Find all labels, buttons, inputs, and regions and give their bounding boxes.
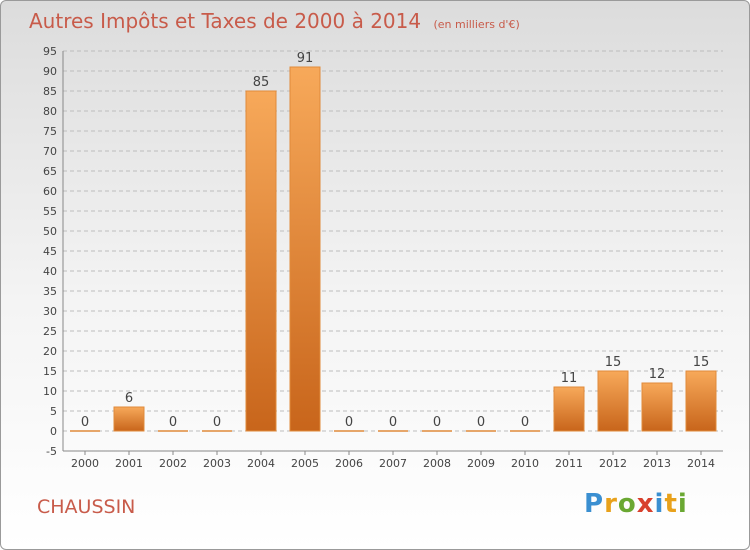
data-label: 0 <box>389 415 397 430</box>
x-tick-label: 2007 <box>379 457 407 470</box>
x-tick-label: 2001 <box>115 457 143 470</box>
y-tick-label: 80 <box>43 105 57 118</box>
x-tick-label: 2002 <box>159 457 187 470</box>
chart-title: Autres Impôts et Taxes de 2000 à 2014 (e… <box>29 9 520 33</box>
y-tick-label: 55 <box>43 205 57 218</box>
data-label: 0 <box>213 415 221 430</box>
y-tick-label: 95 <box>43 45 57 58</box>
bar <box>685 370 717 432</box>
bar <box>553 386 585 432</box>
x-tick-label: 2011 <box>555 457 583 470</box>
data-label: 6 <box>125 391 133 406</box>
y-tick-label: 10 <box>43 385 57 398</box>
data-label: 0 <box>521 415 529 430</box>
x-tick-label: 2005 <box>291 457 319 470</box>
data-label: 0 <box>169 415 177 430</box>
data-label: 0 <box>345 415 353 430</box>
data-label: 0 <box>477 415 485 430</box>
bar <box>597 370 629 432</box>
y-tick-label: 70 <box>43 145 57 158</box>
y-tick-label: 20 <box>43 345 57 358</box>
bar <box>641 382 673 432</box>
data-label: 85 <box>253 75 270 90</box>
x-tick-label: 2008 <box>423 457 451 470</box>
x-tick-label: 2012 <box>599 457 627 470</box>
data-label: 0 <box>81 415 89 430</box>
x-tick-label: 2013 <box>643 457 671 470</box>
proxiti-logo: Proxiti <box>584 489 688 519</box>
data-label: 91 <box>297 51 314 66</box>
y-tick-label: 65 <box>43 165 57 178</box>
y-tick-label: 5 <box>50 405 57 418</box>
y-tick-label: 30 <box>43 305 57 318</box>
data-label: 12 <box>649 367 666 382</box>
x-tick-label: 2006 <box>335 457 363 470</box>
chart-title-text: Autres Impôts et Taxes de 2000 à 2014 <box>29 9 422 33</box>
bar <box>245 90 277 432</box>
y-tick-label: 45 <box>43 245 57 258</box>
x-tick-label: 2000 <box>71 457 99 470</box>
y-tick-label: 85 <box>43 85 57 98</box>
bar <box>113 406 145 432</box>
x-tick-label: 2010 <box>511 457 539 470</box>
x-tick-label: 2004 <box>247 457 275 470</box>
x-tick-label: 2014 <box>687 457 715 470</box>
y-tick-label: 50 <box>43 225 57 238</box>
bar <box>289 66 321 432</box>
y-tick-label: 15 <box>43 365 57 378</box>
data-label: 0 <box>433 415 441 430</box>
x-tick-label: 2009 <box>467 457 495 470</box>
y-tick-label: 60 <box>43 185 57 198</box>
y-tick-label: 35 <box>43 285 57 298</box>
data-label: 11 <box>561 371 578 386</box>
y-tick-label: 90 <box>43 65 57 78</box>
y-tick-label: -5 <box>46 445 57 458</box>
y-tick-label: 0 <box>50 425 57 438</box>
data-label: 15 <box>693 355 710 370</box>
data-label: 15 <box>605 355 622 370</box>
y-tick-label: 40 <box>43 265 57 278</box>
chart-subtitle: (en milliers d'€) <box>433 18 520 31</box>
y-tick-label: 75 <box>43 125 57 138</box>
y-tick-label: 25 <box>43 325 57 338</box>
x-tick-label: 2003 <box>203 457 231 470</box>
place-name: CHAUSSIN <box>37 496 136 518</box>
